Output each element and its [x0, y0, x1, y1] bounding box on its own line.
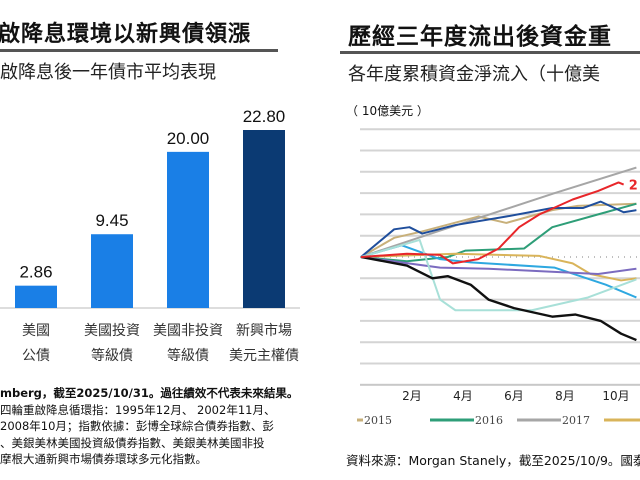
footnote-line: 2008年10月；指數依據：彭博全球綜合債券指數、彭 — [0, 419, 274, 433]
bar-value-label: 22.80 — [243, 107, 286, 126]
footnote-line: 摩根大通新興市場債券環球多元化指數。 — [0, 452, 207, 466]
legend-label: 2015 — [364, 414, 392, 427]
left-title-underline — [0, 49, 278, 52]
series-line — [360, 252, 637, 282]
line-chart: 2月4月6月8月10月220152016201720 — [357, 128, 640, 427]
right-title: 歷經三年度流出後資金重 — [348, 24, 612, 50]
x-tick-label: 8月 — [555, 389, 575, 403]
series-line — [360, 244, 637, 299]
footnote-line: 四輪重啟降息循環指：1995年12月、 2002年11月、 — [0, 402, 276, 417]
category-label: 美國 — [22, 323, 50, 339]
x-tick-label: 6月 — [504, 389, 524, 403]
footnote-line: mberg，截至2025/10/31。過往績效不代表未來結果。 — [0, 386, 299, 400]
bar — [167, 151, 209, 308]
category-label: 新興市場 — [236, 322, 292, 339]
left-footnote: mberg，截至2025/10/31。過往績效不代表未來結果。 四輪重啟降息循環… — [0, 385, 298, 468]
bar — [15, 285, 57, 308]
unit-label: （ 10億美元 ） — [346, 104, 429, 118]
bar — [91, 234, 133, 308]
category-label: 美國非投資 — [153, 323, 223, 339]
series-line — [360, 238, 637, 312]
right-subtitle: 各年度累積資金淨流入（十億美 — [348, 64, 600, 85]
category-label: 公債 — [22, 348, 50, 364]
x-tick-label: 4月 — [453, 389, 473, 403]
category-label: 美元主權債 — [229, 348, 299, 364]
category-label: 等級債 — [167, 347, 209, 364]
series-end-label: 2 — [629, 179, 638, 194]
bar — [243, 130, 285, 308]
series-line — [360, 200, 637, 258]
series-line — [360, 256, 637, 276]
footnote-line: 、美銀美林美國投資級債券指數、美銀美林美國非投 — [0, 435, 265, 450]
category-label: 等級債 — [91, 347, 133, 364]
source-note: 資料來源：Morgan Stanely，截至2025/10/9。國泰 — [346, 453, 640, 468]
series-line — [360, 181, 625, 265]
bar-value-label: 2.86 — [19, 263, 52, 282]
legend-label: 2016 — [475, 414, 503, 427]
series-line — [360, 255, 637, 342]
series-line — [360, 166, 637, 258]
category-label: 美國投資 — [84, 323, 140, 339]
left-subtitle: 啟降息後一年債市平均表現 — [0, 62, 216, 83]
bar-value-label: 9.45 — [95, 211, 128, 230]
left-title: 啟降息環境以新興債領漲 — [0, 22, 252, 47]
right-title-underline — [340, 51, 640, 54]
legend-label: 2017 — [562, 414, 590, 427]
bar-value-label: 20.00 — [167, 129, 210, 148]
x-tick-label: 2月 — [402, 389, 422, 403]
x-tick-label: 10月 — [602, 389, 629, 403]
